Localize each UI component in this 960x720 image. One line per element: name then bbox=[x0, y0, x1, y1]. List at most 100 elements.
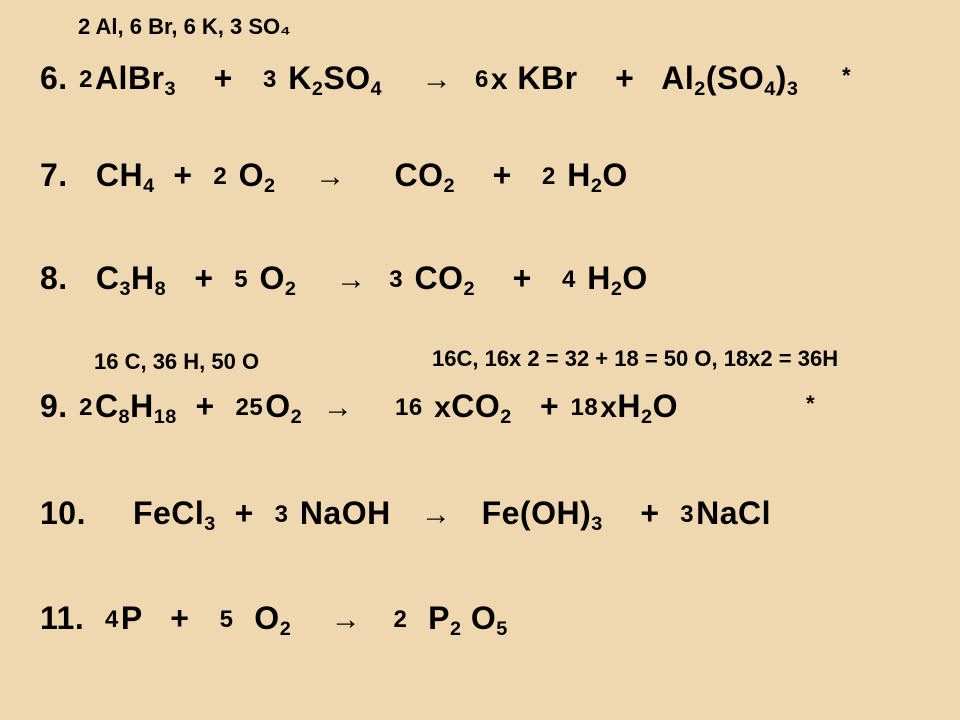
arrow-icon: → bbox=[419, 498, 454, 531]
subscript: 2 bbox=[285, 278, 297, 300]
formula: Al bbox=[661, 60, 694, 96]
formula: C bbox=[96, 260, 120, 296]
equation-11: 11. 4P + 5 O2 → 2 P2 O5 bbox=[40, 600, 940, 641]
formula: ) bbox=[776, 60, 787, 96]
formula: O bbox=[254, 600, 279, 636]
subscript: 2 bbox=[450, 618, 462, 640]
coef: 16 bbox=[393, 394, 425, 421]
formula: NaOH bbox=[300, 495, 391, 531]
subscript: 3 bbox=[119, 278, 131, 300]
plus: + bbox=[513, 260, 532, 296]
formula: O bbox=[602, 157, 627, 193]
subscript: 2 bbox=[591, 175, 603, 197]
formula: O bbox=[265, 388, 290, 424]
formula: O bbox=[239, 157, 264, 193]
equation-7: 7. CH4 + 2 O2 → CO2 + 2 H2O bbox=[40, 157, 940, 198]
subscript: 2 bbox=[694, 78, 706, 100]
plus: + bbox=[214, 60, 233, 96]
coef: 4 bbox=[103, 606, 121, 633]
subscript: 2 bbox=[611, 278, 623, 300]
arrow-icon: → bbox=[329, 603, 364, 636]
coef: 3 bbox=[273, 501, 291, 528]
subscript: 4 bbox=[371, 78, 383, 100]
coef: 5 bbox=[218, 606, 236, 633]
subscript: 3 bbox=[787, 78, 799, 100]
subscript: 2 bbox=[291, 406, 303, 428]
subscript: 2 bbox=[312, 78, 324, 100]
note-line9-right: 16C, 16x 2 = 32 + 18 = 50 O, 18x2 = 36H bbox=[432, 346, 838, 372]
subscript: 8 bbox=[119, 406, 131, 428]
subscript: 18 bbox=[154, 406, 177, 428]
formula: FeCl bbox=[133, 495, 204, 531]
subscript: 3 bbox=[591, 513, 603, 535]
subscript: 4 bbox=[143, 175, 155, 197]
equation-8: 8. C3H8 + 5 O2 → 3 CO2 + 4 H2O bbox=[40, 260, 940, 301]
subscript: 2 bbox=[264, 175, 276, 197]
formula: NaCl bbox=[696, 495, 771, 531]
line-number: 8. bbox=[40, 260, 68, 296]
star-mark: * bbox=[836, 63, 851, 88]
x-mark: x bbox=[434, 391, 451, 424]
formula: O bbox=[260, 260, 285, 296]
equation-10: 10. FeCl3 + 3 NaOH → Fe(OH)3 + 3NaCl bbox=[40, 495, 940, 536]
formula: Fe(OH) bbox=[482, 495, 592, 531]
formula: CH bbox=[96, 157, 143, 193]
equation-9: 9. 2C8H18 + 25O2 → 16 xCO2 + 18xH2O * bbox=[40, 388, 940, 429]
coef: 2 bbox=[540, 163, 558, 190]
formula: C bbox=[95, 388, 119, 424]
coef: 4 bbox=[560, 266, 578, 293]
subscript: 2 bbox=[500, 406, 512, 428]
formula: H bbox=[131, 260, 155, 296]
subscript: 2 bbox=[464, 278, 476, 300]
plus: + bbox=[196, 388, 215, 424]
arrow-icon: → bbox=[420, 63, 455, 96]
formula: H bbox=[130, 388, 154, 424]
arrow-icon: → bbox=[334, 263, 369, 296]
coef: 25 bbox=[234, 394, 266, 421]
x-mark: x bbox=[600, 391, 617, 424]
coef: 2 bbox=[77, 66, 95, 93]
line-number: 7. bbox=[40, 157, 68, 193]
formula: P bbox=[121, 600, 142, 636]
line-number: 6. bbox=[40, 60, 68, 96]
plus: + bbox=[493, 157, 512, 193]
plus: + bbox=[170, 600, 189, 636]
coef: 3 bbox=[387, 266, 405, 293]
formula: CO bbox=[415, 260, 464, 296]
line-number: 11. bbox=[40, 600, 84, 636]
note-top: 2 Al, 6 Br, 6 K, 3 SO₄ bbox=[78, 14, 291, 40]
plus: + bbox=[640, 495, 659, 531]
plus: + bbox=[540, 388, 559, 424]
subscript: 3 bbox=[204, 513, 216, 535]
equation-6: 6. 2AlBr3 + 3 K2SO4 → 6x KBr + Al2(SO4)3… bbox=[40, 60, 940, 101]
formula: H bbox=[567, 157, 591, 193]
formula: O bbox=[461, 600, 496, 636]
formula: H bbox=[587, 260, 611, 296]
formula: H bbox=[617, 388, 641, 424]
subscript: 8 bbox=[155, 278, 167, 300]
coef: 3 bbox=[261, 66, 279, 93]
coef: 6 bbox=[473, 66, 491, 93]
subscript: 5 bbox=[496, 618, 508, 640]
x-mark: x bbox=[491, 63, 508, 96]
formula: AlBr bbox=[95, 60, 165, 96]
arrow-icon: → bbox=[313, 160, 348, 193]
formula: O bbox=[653, 388, 678, 424]
plus: + bbox=[615, 60, 634, 96]
plus: + bbox=[194, 260, 213, 296]
coef: 2 bbox=[77, 394, 95, 421]
plus: + bbox=[235, 495, 254, 531]
line-number: 9. bbox=[40, 388, 68, 424]
line-number: 10. bbox=[40, 495, 86, 531]
subscript: 2 bbox=[641, 406, 653, 428]
formula: SO bbox=[323, 60, 370, 96]
subscript: 4 bbox=[764, 78, 776, 100]
formula: CO bbox=[395, 157, 444, 193]
formula: O bbox=[622, 260, 647, 296]
subscript: 2 bbox=[280, 618, 292, 640]
subscript: 2 bbox=[444, 175, 456, 197]
plus: + bbox=[173, 157, 192, 193]
coef: 3 bbox=[678, 501, 696, 528]
formula: KBr bbox=[517, 60, 577, 96]
subscript: 3 bbox=[165, 78, 177, 100]
